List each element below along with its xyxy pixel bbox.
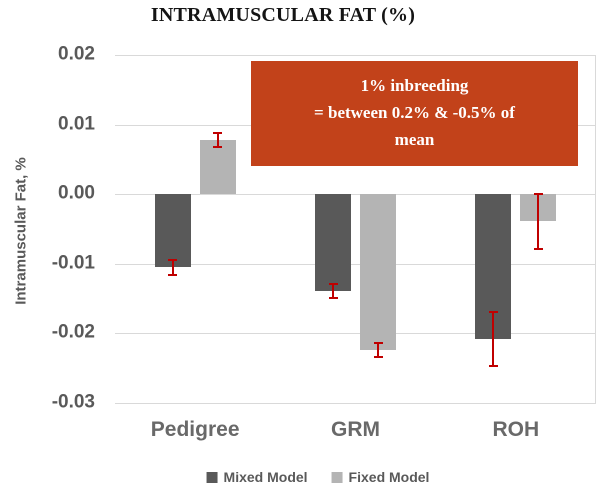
error-bar-cap-top (168, 258, 178, 261)
legend-label: Mixed Model (223, 469, 308, 485)
annotation-text-line-1: 1% inbreeding (360, 76, 469, 95)
bar-fixed-model-grm (360, 194, 396, 351)
gridline (115, 55, 596, 56)
x-category-label-grm: GRM (330, 418, 380, 441)
legend-swatch (331, 471, 343, 483)
error-bar-cap-bottom (213, 146, 223, 149)
bar-fixed-model-pedigree (199, 139, 236, 195)
legend: Mixed Model Fixed Model (206, 469, 430, 485)
y-tick-label: -0.02 (51, 321, 95, 343)
y-axis-title: Intramuscular Fat, % (12, 157, 30, 305)
error-bar (492, 311, 495, 367)
error-bar (377, 341, 379, 359)
legend-item-mixed-model: Mixed Model (206, 469, 308, 485)
plot-area (115, 55, 596, 404)
gridline (115, 403, 596, 404)
error-bar-cap-top (373, 341, 383, 344)
annotation-text-line-2: = between 0.2% & -0.5% of (314, 103, 515, 122)
error-bar-cap-bottom (373, 356, 383, 359)
chart-title: INTRAMUSCULAR FAT (%) (150, 4, 416, 26)
y-tick-label: 0.02 (58, 43, 95, 65)
gridline (115, 263, 596, 265)
error-bar-cap-bottom (488, 364, 498, 367)
x-category-label-pedigree: Pedigree (150, 418, 240, 441)
y-tick-label: 0.00 (58, 182, 95, 204)
annotation-box: 1% inbreeding = between 0.2% & -0.5% of … (251, 61, 578, 166)
y-tick-label: -0.01 (51, 252, 95, 274)
error-bar-cap-top (328, 282, 338, 285)
bar-mixed-model-pedigree (154, 194, 191, 268)
gridline (115, 194, 596, 196)
error-bar (171, 258, 174, 276)
error-bar (537, 192, 540, 250)
error-bar-cap-top (533, 192, 543, 195)
y-tick-label: 0.01 (58, 113, 95, 135)
legend-swatch (206, 471, 218, 483)
error-bar-cap-top (213, 131, 223, 134)
error-bar-cap-bottom (533, 247, 543, 250)
gridline (115, 333, 596, 335)
error-bar-cap-bottom (328, 297, 338, 300)
error-bar (332, 282, 334, 300)
error-bar (216, 131, 219, 149)
x-category-label-roh: ROH (492, 418, 540, 441)
annotation-text-line-3: mean (394, 130, 435, 149)
error-bar-cap-top (488, 311, 498, 314)
plot-right-border (595, 55, 596, 403)
legend-item-fixed-model: Fixed Model (331, 469, 430, 485)
bar-mixed-model-grm (315, 194, 351, 291)
y-tick-label: -0.03 (51, 391, 95, 413)
error-bar-cap-bottom (168, 273, 178, 276)
legend-label: Fixed Model (348, 469, 430, 485)
